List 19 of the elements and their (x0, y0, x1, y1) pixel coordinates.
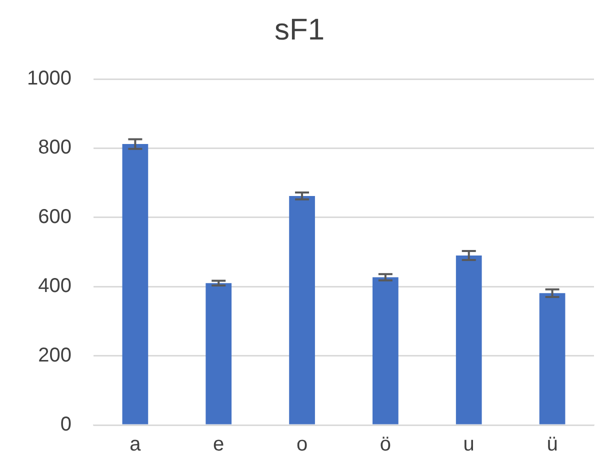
chart-title: sF1 (274, 13, 325, 46)
x-tick-label: ü (546, 434, 558, 456)
bar (122, 144, 148, 424)
x-tick-label: ö (380, 434, 392, 456)
y-tick-label: 1000 (26, 68, 72, 90)
x-tick-label: e (213, 434, 224, 456)
bar (372, 277, 398, 424)
x-tick-label: a (130, 434, 142, 456)
bar (206, 283, 232, 424)
y-tick-label: 800 (38, 136, 72, 159)
y-tick-label: 0 (60, 414, 72, 436)
x-tick-label: o (296, 434, 308, 456)
y-tick-label: 400 (38, 275, 72, 298)
x-tick-label: u (463, 434, 474, 456)
bar (456, 255, 482, 424)
y-tick-label: 200 (38, 344, 72, 366)
bar (289, 196, 315, 424)
bar (539, 293, 566, 424)
y-tick-label: 600 (38, 206, 72, 228)
